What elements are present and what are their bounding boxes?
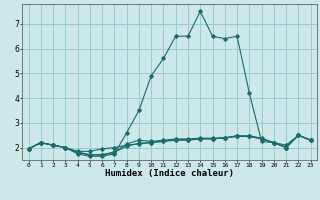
X-axis label: Humidex (Indice chaleur): Humidex (Indice chaleur): [105, 169, 234, 178]
